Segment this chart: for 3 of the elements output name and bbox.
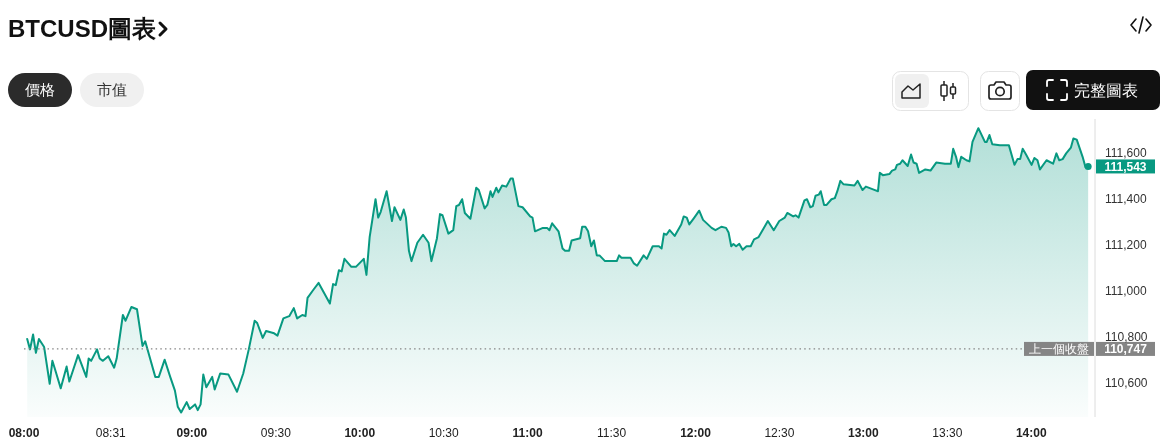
y-tick-label: 110,747: [1104, 342, 1148, 357]
annotation: 111,543: [1104, 159, 1147, 174]
ref-line-label: 上一個收盤: [1029, 342, 1089, 357]
